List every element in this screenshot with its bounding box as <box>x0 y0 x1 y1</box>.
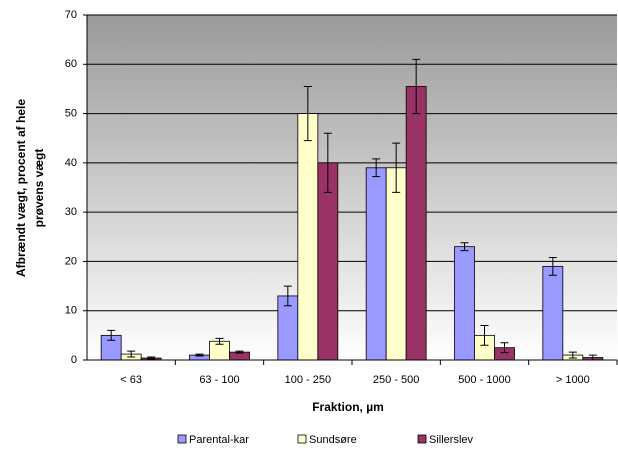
bar <box>297 113 319 361</box>
y-tick-label: 20 <box>65 255 77 267</box>
legend-swatch <box>417 434 427 444</box>
legend-label: Sundsøre <box>309 434 357 446</box>
x-tick-label: < 63 <box>120 374 142 386</box>
x-tick-label: 63 - 100 <box>199 374 239 386</box>
y-tick-label: 60 <box>65 58 77 70</box>
error-bar <box>215 337 224 345</box>
error-bar <box>392 142 401 193</box>
plot-area <box>87 15 617 360</box>
x-tick-label: 250 - 500 <box>373 374 419 386</box>
legend-swatch <box>177 434 187 444</box>
bar <box>542 265 564 361</box>
error-bar <box>235 350 244 354</box>
legend-swatch <box>297 434 307 444</box>
error-bar <box>195 353 204 357</box>
bar <box>405 86 427 361</box>
error-bar <box>283 285 292 307</box>
error-bar <box>107 329 116 341</box>
error-bar <box>147 356 156 360</box>
y-tick-label: 0 <box>71 354 77 366</box>
y-tick-label: 10 <box>65 305 77 317</box>
error-bar <box>480 325 489 346</box>
error-bar <box>500 342 509 354</box>
x-tick-label: 500 - 1000 <box>458 374 511 386</box>
y-axis-title: Afbrændt vægt, procent af hele <box>14 99 28 277</box>
x-tick-label: > 1000 <box>556 374 590 386</box>
bar <box>365 167 387 361</box>
y-tick-label: 40 <box>65 157 77 169</box>
error-bar <box>323 132 332 193</box>
error-bar <box>548 256 557 276</box>
legend-label: Parental-kar <box>189 434 249 446</box>
error-bar <box>303 85 312 142</box>
error-bar <box>372 158 381 178</box>
y-tick-label: 30 <box>65 206 77 218</box>
x-axis-title: Fraktion, µm <box>312 400 384 414</box>
bar <box>385 167 407 361</box>
legend-label: Sillerslev <box>429 434 474 446</box>
y-tick-label: 50 <box>65 107 77 119</box>
error-bar <box>127 350 136 358</box>
x-tick-label: 100 - 250 <box>285 374 331 386</box>
error-bar <box>460 242 469 252</box>
y-axis-title: prøvens vægt <box>32 149 46 228</box>
error-bar <box>568 351 577 359</box>
y-tick-label: 70 <box>65 9 77 21</box>
error-bar <box>412 58 421 115</box>
bar <box>454 246 475 361</box>
